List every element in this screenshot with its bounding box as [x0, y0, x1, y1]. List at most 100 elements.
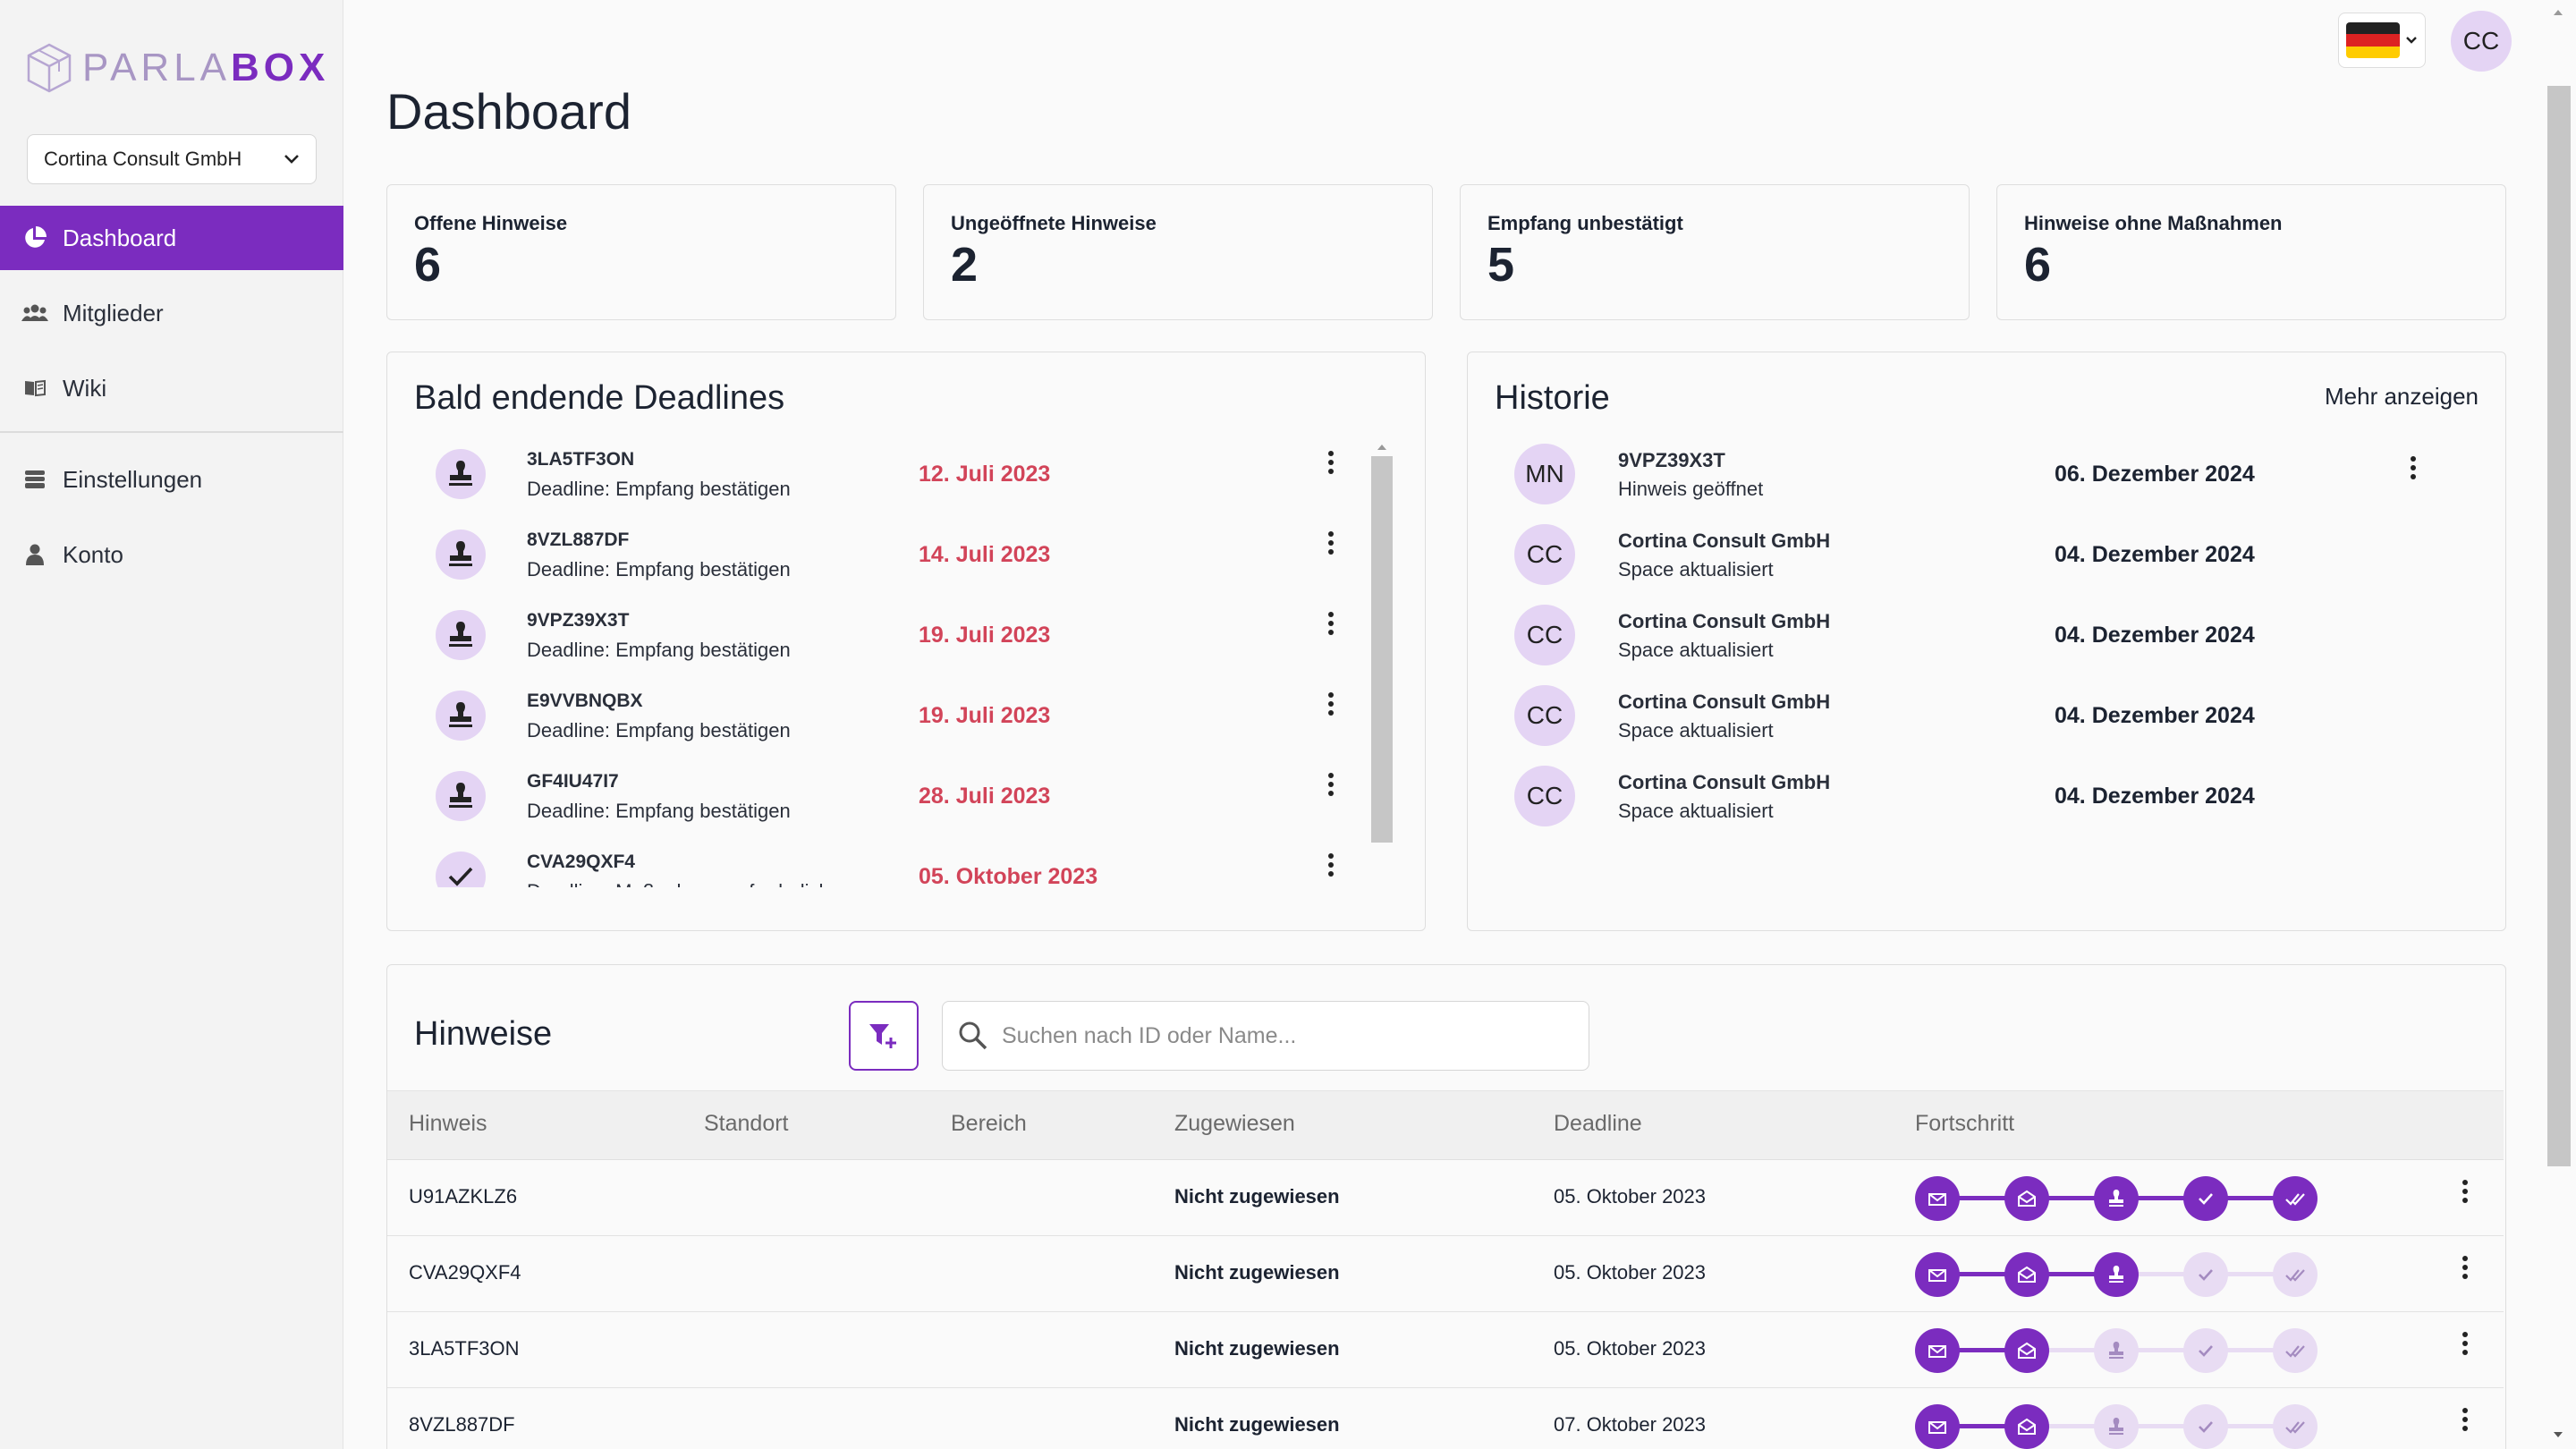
stat-value: 5 — [1487, 238, 1515, 292]
sidebar-item-label: Einstellungen — [63, 465, 203, 493]
zugewiesen-cell: Nicht zugewiesen — [1174, 1261, 1340, 1284]
table-row[interactable]: U91AZKLZ6 Nicht zugewiesen 05. Oktober 202… — [387, 1160, 2504, 1236]
person-icon — [21, 541, 48, 568]
column-header-deadline[interactable]: Deadline — [1554, 1111, 1642, 1136]
search-input[interactable] — [1002, 1022, 1574, 1049]
table-header: Hinweis Standort Bereich Zugewiesen Dead… — [387, 1090, 2504, 1160]
stat-card-offene-hinweise[interactable]: Offene Hinweise 6 — [386, 184, 896, 320]
more-options-icon[interactable] — [1326, 692, 1335, 716]
more-options-icon[interactable] — [1326, 853, 1335, 877]
history-item[interactable]: CC Cortina Consult GmbH Space aktualisiert… — [1514, 685, 2462, 766]
sidebar-item-einstellungen[interactable]: Einstellungen — [0, 447, 343, 512]
deadlines-list: 3LA5TF3ON Deadline: Empfang bestätigen 12.… — [387, 428, 1371, 887]
deadline-date: 14. Juli 2023 — [919, 542, 1051, 567]
history-more-link[interactable]: Mehr anzeigen — [2325, 383, 2479, 410]
more-options-icon[interactable] — [2409, 456, 2418, 479]
progress-stepper — [1915, 1176, 2362, 1221]
stat-value: 6 — [414, 238, 442, 292]
stat-card-empfang-unbestaetigt[interactable]: Empfang unbestätigt 5 — [1460, 184, 1970, 320]
sidebar-item-mitglieder[interactable]: Mitglieder — [0, 281, 343, 345]
avatar: MN — [1514, 444, 1575, 504]
stat-label: Hinweise ohne Maßnahmen — [2024, 212, 2283, 234]
stamp-icon — [2094, 1328, 2139, 1373]
history-item[interactable]: CC Cortina Consult GmbH Space aktualisiert… — [1514, 524, 2462, 605]
page-title: Dashboard — [386, 83, 631, 140]
more-options-icon[interactable] — [2461, 1256, 2470, 1279]
logo-text: PARLABOX — [82, 46, 330, 89]
more-options-icon[interactable] — [2461, 1180, 2470, 1203]
nav-divider — [0, 431, 343, 433]
column-header-bereich[interactable]: Bereich — [951, 1111, 1027, 1136]
column-header-hinweis[interactable]: Hinweis — [409, 1111, 487, 1136]
stamp-icon — [436, 449, 486, 499]
sidebar: PARLABOX Cortina Consult GmbH Dashboard … — [0, 0, 343, 1449]
deadline-item[interactable]: E9VVBNQBX Deadline: Empfang bestätigen 19.… — [387, 682, 1334, 762]
page-scrollbar-thumb[interactable] — [2547, 86, 2571, 1166]
more-options-icon[interactable] — [1326, 773, 1335, 796]
double-check-icon — [2273, 1404, 2318, 1449]
more-options-icon[interactable] — [1326, 451, 1335, 474]
hinweise-panel: Hinweise Hinweis Standort Bereich Zugewi… — [386, 964, 2506, 1449]
more-options-icon[interactable] — [2461, 1408, 2470, 1431]
more-options-icon[interactable] — [1326, 531, 1335, 555]
deadline-item[interactable]: 3LA5TF3ON Deadline: Empfang bestätigen 12.… — [387, 440, 1334, 521]
stat-value: 6 — [2024, 238, 2052, 292]
pie-chart-icon — [21, 225, 48, 251]
history-name: Cortina Consult GmbH — [1618, 771, 1831, 793]
stamp-icon — [436, 691, 486, 741]
hinweis-id: U91AZKLZ6 — [409, 1185, 518, 1208]
zugewiesen-cell: Nicht zugewiesen — [1174, 1413, 1340, 1436]
deadline-item[interactable]: 9VPZ39X3T Deadline: Empfang bestätigen 19.… — [387, 601, 1334, 682]
table-row[interactable]: 8VZL887DF Nicht zugewiesen 07. Oktober 202… — [387, 1388, 2504, 1449]
history-name: Cortina Consult GmbH — [1618, 691, 1831, 713]
logo[interactable]: PARLABOX — [25, 39, 329, 97]
deadlines-panel: Bald endende Deadlines 3LA5TF3ON Deadline… — [386, 352, 1426, 1233]
scrollbar-thumb[interactable] — [1371, 456, 1393, 843]
sidebar-item-wiki[interactable]: Wiki — [0, 356, 343, 420]
more-options-icon[interactable] — [1326, 612, 1335, 635]
deadline-item[interactable]: 8VZL887DF Deadline: Empfang bestätigen 14.… — [387, 521, 1334, 601]
double-check-icon — [2273, 1176, 2318, 1221]
history-date: 04. Dezember 2024 — [2055, 542, 2255, 567]
sidebar-item-konto[interactable]: Konto — [0, 522, 343, 587]
organization-select-value: Cortina Consult GmbH — [44, 148, 242, 170]
deadlines-scrollbar[interactable] — [1369, 440, 1394, 1245]
user-avatar[interactable]: CC — [2451, 11, 2512, 72]
check-icon — [2183, 1252, 2228, 1297]
stamp-icon — [2094, 1176, 2139, 1221]
scroll-down-icon — [2554, 1432, 2563, 1437]
history-date: 06. Dezember 2024 — [2055, 462, 2255, 487]
deadline-date: 19. Juli 2023 — [919, 623, 1051, 648]
deadline-item[interactable]: CVA29QXF4 Deadline: Maßnahmen erforderlic… — [387, 843, 1334, 887]
history-item[interactable]: CC Cortina Consult GmbH Space aktualisiert… — [1514, 605, 2462, 685]
more-options-icon[interactable] — [2461, 1332, 2470, 1355]
search-box[interactable] — [942, 1001, 1589, 1071]
history-action: Space aktualisiert — [1618, 639, 1774, 661]
deadline-type: Deadline: Empfang bestätigen — [527, 800, 791, 822]
sidebar-item-label: Dashboard — [63, 224, 177, 251]
stat-card-ungeoeffnete-hinweise[interactable]: Ungeöffnete Hinweise 2 — [923, 184, 1433, 320]
table-row[interactable]: 3LA5TF3ON Nicht zugewiesen 05. Oktober 202… — [387, 1312, 2504, 1388]
language-select[interactable] — [2338, 13, 2426, 68]
page-scrollbar[interactable] — [2546, 0, 2576, 1449]
book-icon — [21, 375, 48, 402]
history-item[interactable]: CC Cortina Consult GmbH Space aktualisiert… — [1514, 766, 2462, 846]
zugewiesen-cell: Nicht zugewiesen — [1174, 1185, 1340, 1208]
deadline-item[interactable]: GF4IU47I7 Deadline: Empfang bestätigen 28.… — [387, 762, 1334, 843]
organization-select[interactable]: Cortina Consult GmbH — [27, 134, 317, 184]
column-header-standort[interactable]: Standort — [704, 1111, 789, 1136]
column-header-fortschritt[interactable]: Fortschritt — [1915, 1111, 2015, 1136]
table-row[interactable]: CVA29QXF4 Nicht zugewiesen 05. Oktober 202… — [387, 1236, 2504, 1312]
progress-stepper — [1915, 1404, 2362, 1449]
deadlines-title: Bald endende Deadlines — [414, 379, 785, 417]
stat-value: 2 — [951, 238, 979, 292]
stat-card-hinweise-ohne-massnahmen[interactable]: Hinweise ohne Maßnahmen 6 — [1996, 184, 2506, 320]
deadline-date: 12. Juli 2023 — [919, 462, 1051, 487]
column-header-zugewiesen[interactable]: Zugewiesen — [1174, 1111, 1295, 1136]
deadline-id: 8VZL887DF — [527, 530, 630, 550]
mail-icon — [1915, 1176, 1960, 1221]
filter-add-button[interactable] — [849, 1001, 919, 1071]
history-item[interactable]: MN 9VPZ39X3T Hinweis geöffnet 06. Dezember … — [1514, 444, 2462, 524]
sidebar-item-dashboard[interactable]: Dashboard — [0, 206, 343, 270]
users-icon — [21, 300, 48, 326]
